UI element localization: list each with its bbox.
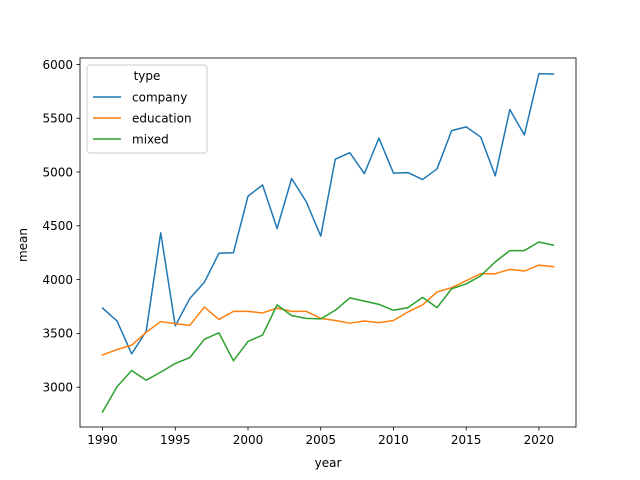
y-tick-label: 3000 (42, 380, 73, 394)
x-tick-label: 2000 (233, 433, 264, 447)
x-axis-label: year (315, 456, 342, 470)
legend-title: type (134, 69, 161, 83)
axis-ticks: 1990 1995 2000 2005 2010 2015 2020 3000 3500 4000… (42, 58, 554, 447)
y-tick-label: 4500 (42, 219, 73, 233)
legend-label-mixed: mixed (132, 132, 169, 146)
series-line-education (101, 264, 555, 356)
x-tick-label: 2020 (524, 433, 555, 447)
plot-area (79, 57, 577, 428)
y-tick-label: 5500 (42, 112, 73, 126)
y-tick-label: 4000 (42, 273, 73, 287)
x-tick-label: 2005 (305, 433, 336, 447)
legend-label-education: education (132, 111, 192, 125)
series-line-company (101, 72, 555, 355)
axes-frame (79, 57, 577, 428)
y-tick-label: 6000 (42, 58, 73, 72)
x-tick-label: 1990 (87, 433, 118, 447)
legend: type company education mixed (86, 64, 208, 154)
x-tick-label: 1995 (160, 433, 191, 447)
legend-label-company: company (132, 90, 187, 104)
y-axis-label: mean (16, 228, 30, 262)
x-tick-label: 2010 (378, 433, 409, 447)
series-line-mixed (101, 241, 555, 413)
x-tick-label: 2015 (451, 433, 482, 447)
legend-frame (86, 64, 208, 154)
y-tick-label: 5000 (42, 165, 73, 179)
y-tick-label: 3500 (42, 327, 73, 341)
